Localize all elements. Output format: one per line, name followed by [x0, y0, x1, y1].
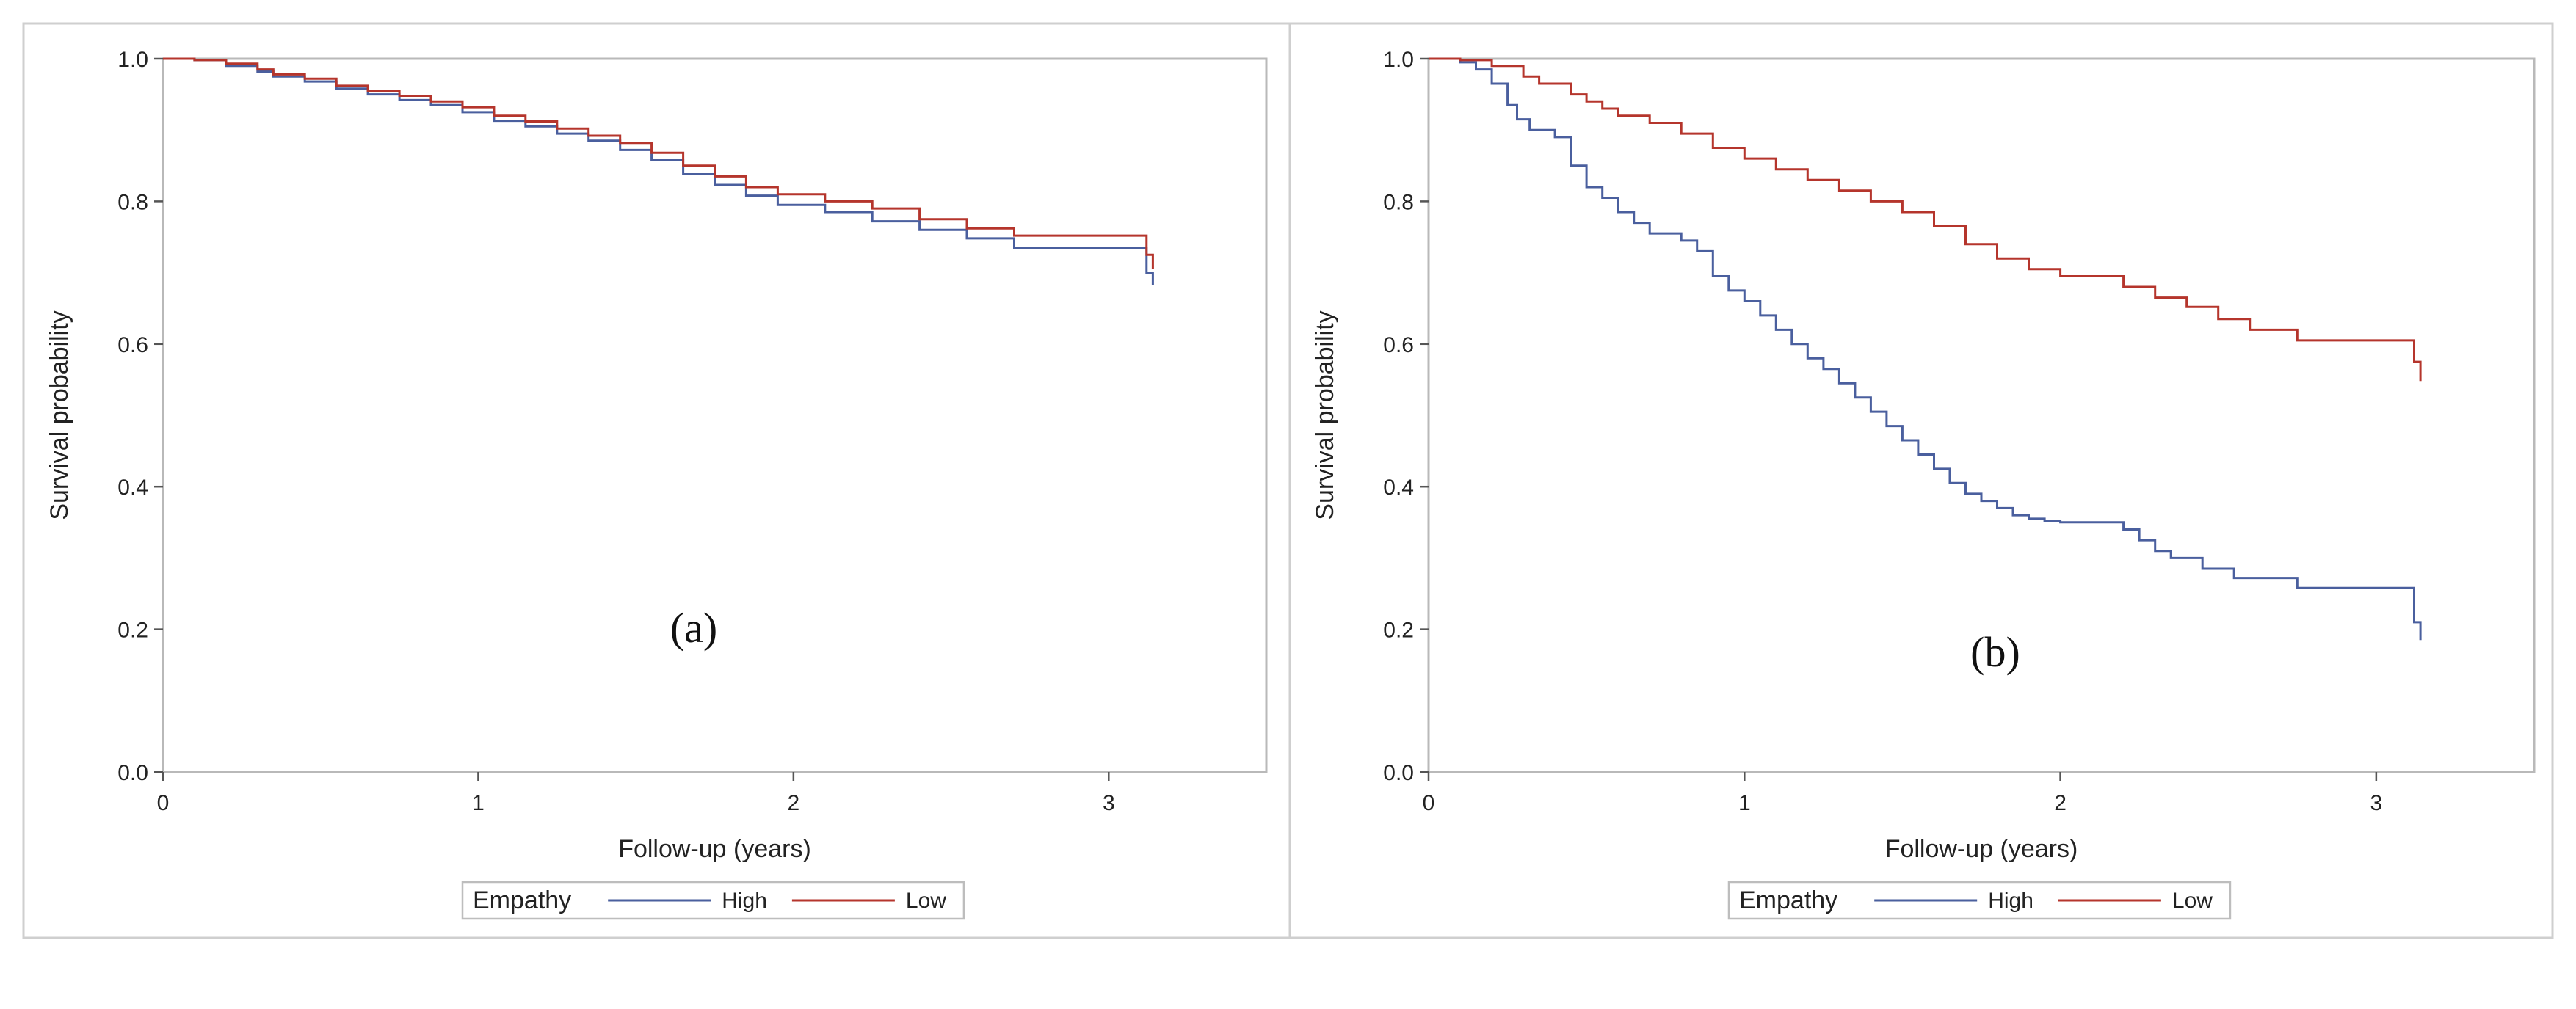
x-tick-label: 2	[788, 791, 800, 815]
legend-label-low: Low	[2172, 889, 2213, 913]
x-axis-label: Follow-up (years)	[1885, 835, 2078, 863]
y-tick-label: 0.4	[1383, 476, 1414, 500]
y-tick-label: 0.8	[1383, 190, 1414, 214]
series-line-low	[163, 57, 1154, 269]
y-tick-label: 0.0	[117, 761, 148, 785]
panel-label: (a)	[670, 604, 717, 652]
x-axis-label: Follow-up (years)	[618, 835, 811, 863]
legend: Empathy High Low	[1727, 881, 2232, 920]
legend-title: Empathy	[1739, 886, 1837, 914]
legend-title: Empathy	[473, 886, 571, 914]
y-axis-label: Survival probability	[1311, 310, 1339, 520]
y-tick-label: 1.0	[1383, 48, 1414, 72]
y-tick-label: 1.0	[117, 48, 148, 72]
legend-label-high: High	[1988, 889, 2033, 913]
series-line-low	[1429, 57, 2422, 382]
legend-label-high: High	[722, 889, 767, 913]
y-tick-label: 0.6	[117, 333, 148, 357]
y-tick-label: 0.6	[1383, 333, 1414, 357]
legend-label-low: Low	[906, 889, 946, 913]
chart-panel-a: 0.0 0.2 0.4 0.6 0.8 1.0 0 1 2 3 Follow-up (years) S…	[46, 48, 1268, 920]
chart-panel-b: 0.0 0.2 0.4 0.6 0.8 1.0 0 1 2 3 Follow-up (years) S…	[1311, 48, 2536, 920]
x-tick-label: 1	[472, 791, 485, 815]
figure-frame	[22, 22, 2554, 939]
x-tick-label: 3	[2370, 791, 2383, 815]
plot-area	[1427, 57, 2536, 773]
x-tick-label: 1	[1738, 791, 1751, 815]
series-line-high	[1429, 57, 2422, 641]
x-tick-label: 3	[1103, 791, 1115, 815]
legend: Empathy High Low	[461, 881, 965, 920]
x-tick-label: 0	[157, 791, 170, 815]
y-axis-label: Survival probability	[46, 310, 73, 520]
x-tick-label: 2	[2054, 791, 2067, 815]
x-tick-label: 0	[1423, 791, 1435, 815]
y-tick-label: 0.4	[117, 476, 148, 500]
y-tick-label: 0.2	[1383, 619, 1414, 643]
panel-label: (b)	[1970, 628, 2020, 676]
y-tick-label: 0.8	[117, 190, 148, 214]
y-tick-label: 0.2	[117, 619, 148, 643]
y-tick-label: 0.0	[1383, 761, 1414, 785]
